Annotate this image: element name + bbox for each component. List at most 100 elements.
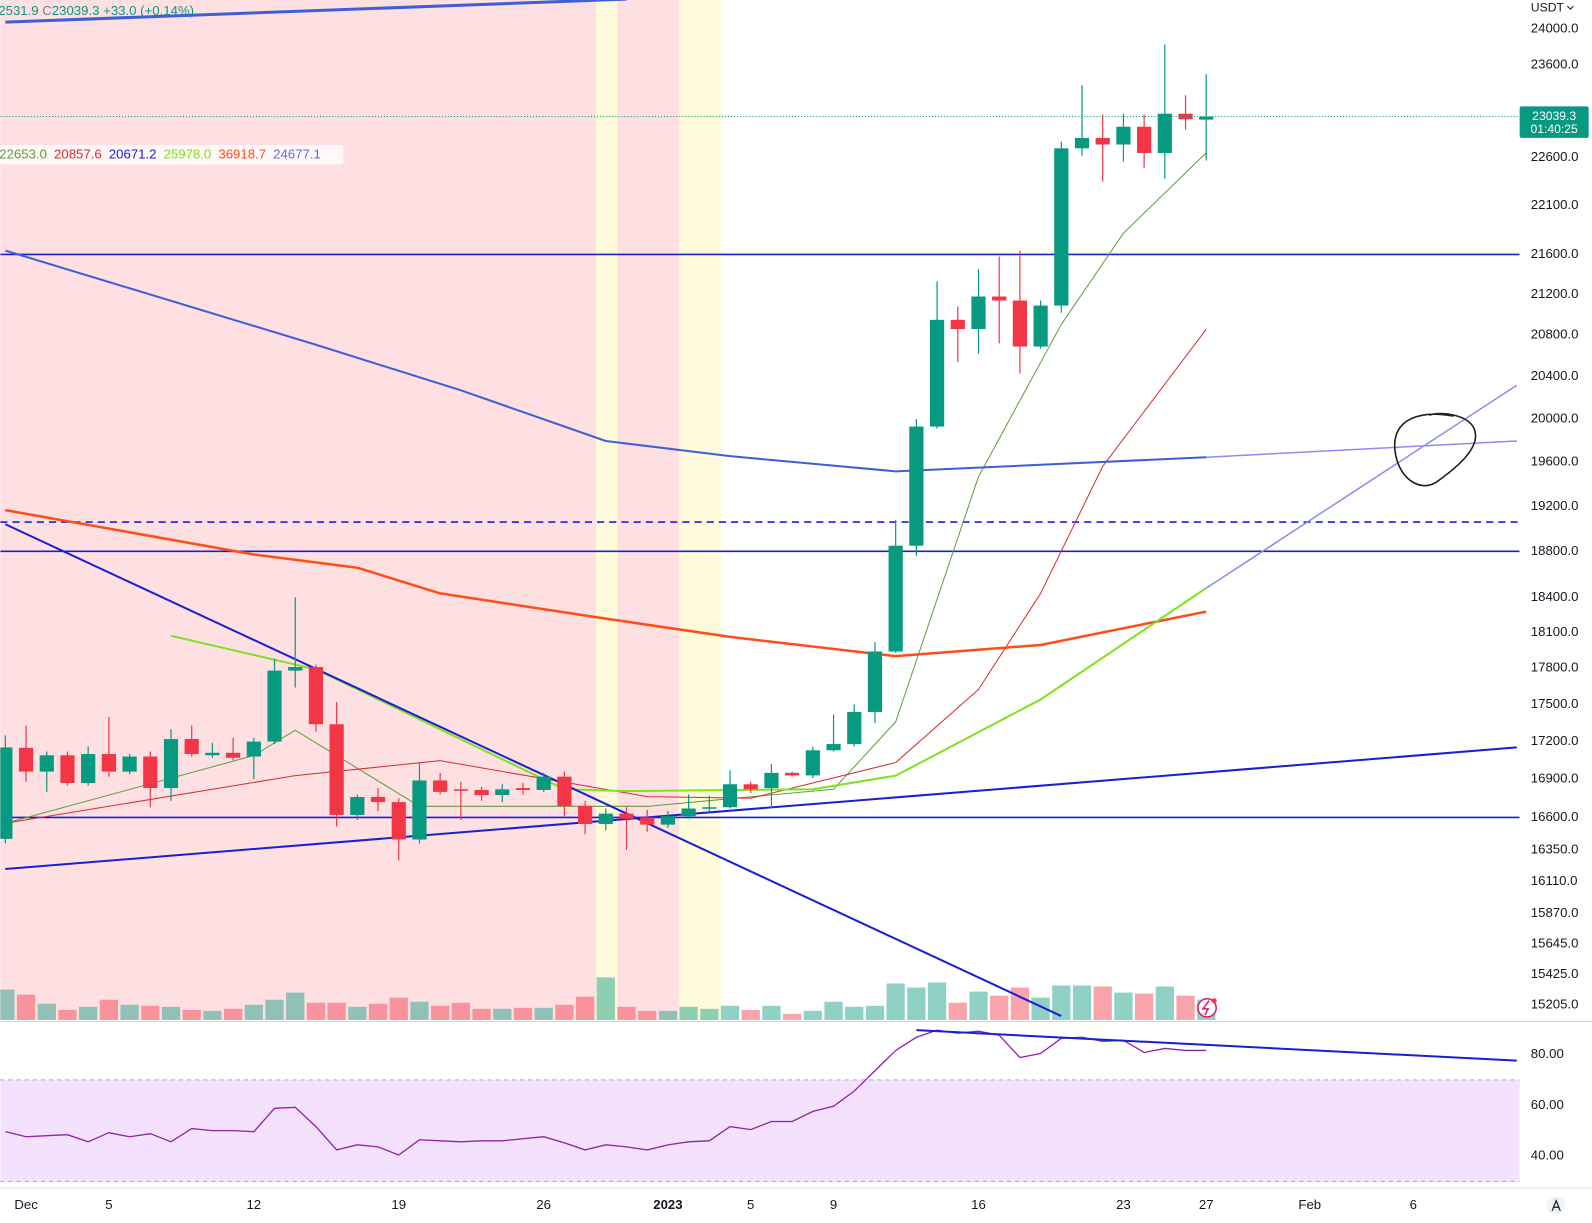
volume-bar (161, 1006, 181, 1021)
volume-bar (555, 1004, 574, 1021)
volume-bar (824, 1001, 843, 1021)
volume-bar (783, 1013, 802, 1021)
volume-bar (865, 1005, 885, 1021)
rsi-tick-label: 80.00 (1531, 1046, 1564, 1061)
y-tick-label: 15425.0 (1531, 966, 1579, 981)
candle-body (412, 780, 427, 840)
x-tick-label: 26 (536, 1197, 551, 1212)
candle-body (764, 772, 779, 789)
rsi-line (5, 1029, 1207, 1156)
candle-body (329, 724, 344, 815)
volume-bar (472, 1008, 491, 1021)
candle-body (1157, 113, 1172, 153)
candle-body (495, 789, 510, 796)
volume-bar (306, 1002, 326, 1021)
y-tick-label: 15205.0 (1531, 997, 1579, 1012)
volume-bar (803, 1010, 822, 1021)
y-tick-label: 16600.0 (1531, 809, 1579, 824)
candle-body (992, 296, 1007, 301)
volume-bar (1010, 987, 1030, 1021)
candle-body (785, 772, 800, 776)
candle-body (391, 802, 406, 840)
candle-body (557, 776, 572, 806)
header-change: +33.0 (+0.14%) (103, 4, 194, 19)
candle-body (101, 754, 116, 772)
candle-body (350, 796, 365, 815)
price-pane (0, 0, 1520, 1021)
y-tick-label: 15870.0 (1531, 905, 1579, 920)
candle-body (929, 319, 945, 427)
volume-bar (990, 995, 1009, 1021)
x-tick-label: 2023 (653, 1197, 682, 1212)
y-tick-label: 20400.0 (1531, 368, 1579, 383)
session-shade (596, 0, 618, 1021)
indicator-value: 36918.7 (218, 147, 266, 162)
volume-bar (638, 1010, 657, 1021)
rsi-band (0, 1079, 1520, 1182)
volume-bar (762, 1005, 781, 1021)
alert-icon[interactable] (1197, 997, 1217, 1018)
volume-bar (575, 996, 595, 1021)
candle-body (39, 755, 54, 772)
volume-bar (1052, 985, 1071, 1021)
y-tick-label: 21600.0 (1531, 246, 1579, 261)
x-tick-label: Dec (14, 1197, 38, 1212)
x-tick-label: 12 (246, 1197, 261, 1212)
volume-bar (327, 1002, 346, 1021)
volume-bar (265, 999, 284, 1021)
volume-bar (679, 1006, 698, 1021)
candle-body (888, 545, 903, 652)
header-value: 2531.9 (0, 4, 39, 19)
candle-body (184, 739, 199, 755)
header-value: 23039.3 (52, 4, 100, 19)
candle-body (640, 817, 655, 825)
volume-bar (203, 1010, 222, 1021)
volume-bar (182, 1009, 201, 1021)
overlay-line (5, 508, 1207, 658)
volume-bar (120, 1004, 139, 1021)
candle-body (143, 756, 158, 789)
volume-bar (1093, 986, 1112, 1021)
countdown-label: 01:40:25 (1530, 122, 1578, 136)
volume-bar (451, 1002, 471, 1021)
y-tick-label: 22600.0 (1531, 149, 1579, 164)
y-tick-label: 18800.0 (1531, 543, 1579, 558)
volume-bar (389, 997, 408, 1021)
volume-bar (99, 999, 119, 1021)
alert-circle[interactable] (1197, 997, 1217, 1018)
last-price-box (1519, 106, 1589, 138)
candle-body (1199, 116, 1214, 120)
currency-label[interactable]: USDT (1531, 0, 1565, 14)
candle-body (515, 788, 531, 790)
alert-dot (1211, 998, 1217, 1004)
volume-bar (907, 987, 926, 1021)
volume-bar (223, 1008, 243, 1021)
volume-bar (141, 1005, 160, 1021)
candle-body (1116, 126, 1131, 145)
candle-body (205, 752, 220, 756)
volume-bar (348, 1006, 367, 1021)
auto-scale-button[interactable] (1547, 1196, 1566, 1215)
candle-body (453, 789, 468, 791)
volume-bar (720, 1005, 740, 1021)
rsi-tick-label: 40.00 (1531, 1147, 1564, 1162)
header-label: C (42, 4, 52, 19)
indicator-value: 24677.1 (273, 147, 321, 162)
overlay-line (5, 328, 1207, 824)
currency-chevron[interactable] (1566, 5, 1574, 10)
volume-bar (886, 983, 905, 1021)
indicator-legend: 22653.0 20857.6 20671.2 25978.0 36918.7 24677… (0, 147, 321, 162)
indicator-value: 22653.0 (0, 147, 47, 162)
rsi-pane (0, 1029, 1520, 1182)
y-tick-label: 18100.0 (1531, 624, 1579, 639)
volume-bar (79, 1006, 98, 1021)
candle-body (60, 755, 75, 783)
volume-bar (493, 1008, 512, 1021)
candle-body (1095, 137, 1110, 145)
candle-body (1074, 137, 1090, 149)
x-tick-label: 6 (1410, 1197, 1417, 1212)
volume-bar (431, 1005, 450, 1021)
y-tick-label: 16900.0 (1531, 771, 1579, 786)
candle-body (308, 667, 324, 725)
